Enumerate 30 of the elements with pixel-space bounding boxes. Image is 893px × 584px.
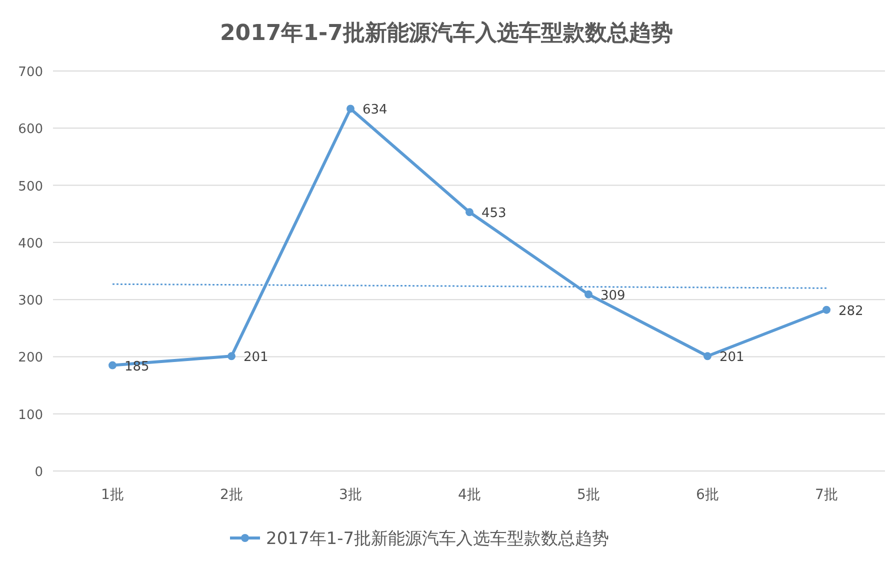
y-tick-label: 600 [18, 122, 43, 138]
y-tick-label: 300 [18, 294, 43, 309]
x-tick-label: 7批 [815, 487, 838, 503]
y-tick-label: 700 [18, 65, 43, 80]
x-tick-label: 6批 [696, 487, 719, 503]
point [584, 290, 592, 298]
point [822, 306, 830, 314]
x-tick-label: 5批 [577, 487, 600, 503]
y-tick-label: 0 [34, 465, 43, 480]
y-tick-label: 100 [18, 408, 43, 423]
data-label: 634 [362, 102, 388, 118]
point [108, 361, 116, 370]
chart-title: 2017年1-7批新能源汽车入选车型款数总趋势 [220, 20, 673, 46]
point [466, 208, 474, 216]
point [346, 104, 354, 113]
point [704, 352, 712, 360]
x-tick-label: 1批 [101, 487, 124, 503]
y-tick-label: 500 [18, 179, 43, 194]
x-tick-label: 2批 [220, 487, 243, 503]
x-tick-label: 4批 [458, 487, 481, 503]
y-tick-label: 200 [18, 350, 43, 366]
data-label: 282 [838, 304, 864, 319]
point [228, 352, 236, 360]
y-tick-label: 400 [18, 236, 43, 252]
data-label: 201 [244, 350, 268, 366]
x-tick-label: 3批 [339, 487, 362, 503]
legend-label: 2017年1-7批新能源汽车入选车型款数总趋势 [266, 529, 610, 549]
data-label: 309 [600, 288, 626, 304]
data-label: 453 [482, 206, 506, 222]
data-label: 201 [720, 350, 744, 366]
